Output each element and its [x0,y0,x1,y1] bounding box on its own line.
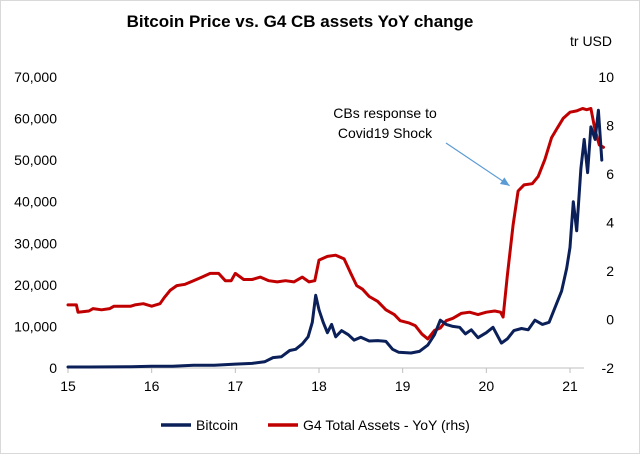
left-axis-ticks: 0 10,000 20,000 30,000 40,000 50,000 60,000 70,… [14,69,57,376]
x-tick-label: 18 [311,378,327,394]
right-tick-label: 2 [606,263,614,279]
chart-title: Bitcoin Price vs. G4 CB assets YoY chang… [127,12,474,31]
x-tick-label: 19 [395,378,411,394]
left-tick-label: 50,000 [14,152,57,168]
annotation-arrowhead [499,177,510,186]
series-layer [66,107,605,369]
right-axis-unit: tr USD [570,33,612,49]
left-tick-label: 70,000 [14,69,57,85]
left-tick-label: 10,000 [14,318,57,334]
left-tick-label: 20,000 [14,277,57,293]
x-tick-label: 20 [479,378,495,394]
left-tick-label: 0 [49,360,57,376]
annotation: CBs response to Covid19 Shock [333,105,510,187]
x-tick-label: 16 [144,378,160,394]
series-line-g4 [66,107,605,341]
left-tick-label: 30,000 [14,235,57,251]
legend-label-bitcoin: Bitcoin [196,417,238,433]
x-tick-label: 17 [228,378,244,394]
right-tick-label: 0 [606,312,614,328]
annotation-arrow [445,142,510,187]
right-tick-label: 10 [598,69,614,85]
x-axis-ticks: 15 16 17 18 19 20 21 [60,368,578,394]
right-tick-label: 8 [606,118,614,134]
annotation-line-1: CBs response to [333,105,437,121]
right-tick-label: 6 [606,166,614,182]
left-tick-label: 60,000 [14,111,57,127]
right-tick-label: -2 [602,360,615,376]
left-tick-label: 40,000 [14,194,57,210]
legend-label-g4: G4 Total Assets - YoY (rhs) [303,417,470,433]
right-axis-ticks: -2 0 2 4 6 8 10 [598,69,614,376]
annotation-line-2: Covid19 Shock [338,125,433,141]
legend: Bitcoin G4 Total Assets - YoY (rhs) [161,417,470,433]
right-tick-label: 4 [606,215,614,231]
x-tick-label: 15 [60,378,76,394]
x-tick-label: 21 [562,378,578,394]
series-line-bitcoin [66,108,604,369]
